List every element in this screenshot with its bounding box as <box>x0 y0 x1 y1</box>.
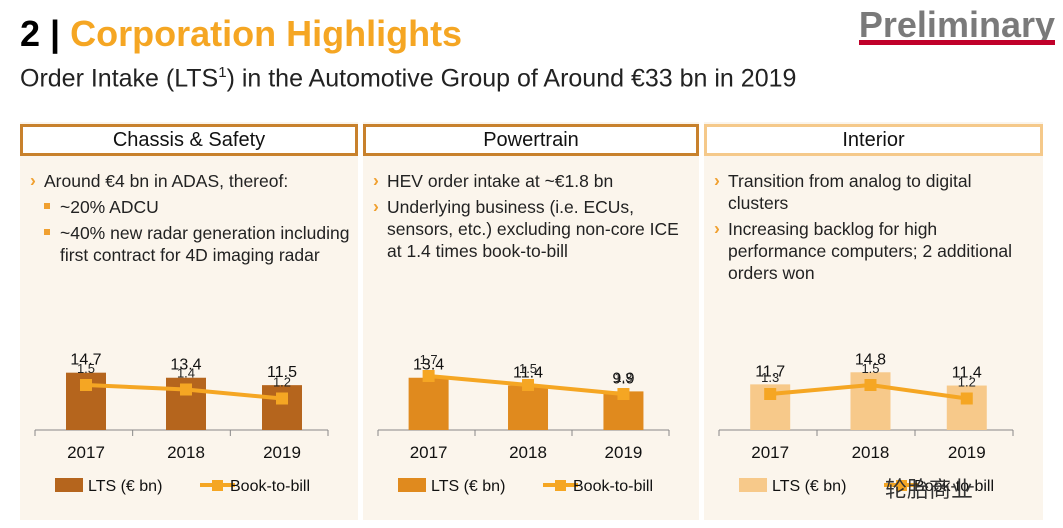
legend-btb-label: Book-to-bill <box>914 478 994 495</box>
panel-bullets-interior: Transition from analog to digital cluste… <box>714 169 1036 288</box>
book-to-bill-label: 1.2 <box>958 375 976 390</box>
panel-title-interior: Interior <box>704 124 1043 156</box>
legend-lts-swatch <box>398 478 426 492</box>
category-label: 2019 <box>263 443 301 462</box>
legend-lts-swatch <box>739 478 767 492</box>
subtitle-footnote: 1 <box>218 64 227 81</box>
book-to-bill-label: 1.3 <box>614 370 632 385</box>
page-title: 2 | Corporation Highlights <box>20 14 462 54</box>
preliminary-stamp: Preliminary <box>858 4 1055 45</box>
preliminary-underline <box>859 40 1055 45</box>
legend-btb-label: Book-to-bill <box>573 478 653 495</box>
legend-lts-swatch <box>55 478 83 492</box>
category-label: 2017 <box>410 443 448 462</box>
bar <box>946 385 987 430</box>
category-label: 2018 <box>509 443 547 462</box>
book-to-bill-label: 1.5 <box>77 361 95 376</box>
category-label: 2018 <box>852 443 890 462</box>
book-to-bill-point <box>180 383 192 396</box>
book-to-bill-label: 1.2 <box>273 375 291 390</box>
bar-value-label: 13.4 <box>413 357 444 374</box>
title-number: 2 | <box>20 13 61 54</box>
book-to-bill-label: 1.3 <box>761 370 779 385</box>
panel-bullets-chassis-safety: Around €4 bn in ADAS, thereof: ~20% ADCU… <box>30 169 350 270</box>
panel-bullets-powertrain: HEV order intake at ~€1.8 bn Underlying … <box>373 169 691 266</box>
bar-value-label: 9.9 <box>612 370 634 387</box>
title-text: Corporation Highlights <box>70 13 463 54</box>
legend-btb-marker <box>212 480 223 491</box>
bullet-item: Underlying business (i.e. ECUs, sensors,… <box>373 195 691 262</box>
book-to-bill-label: 1.5 <box>519 361 537 376</box>
bar-value-label: 13.4 <box>170 357 201 374</box>
subtitle-pre: Order Intake (LTS <box>20 64 219 93</box>
bar-value-label: 11.4 <box>952 365 982 382</box>
panel-title-powertrain: Powertrain <box>363 124 699 156</box>
book-to-bill-point <box>960 392 973 405</box>
bar-value-label: 11.5 <box>267 364 297 381</box>
book-to-bill-point <box>276 392 288 405</box>
panel-title-chassis-safety: Chassis & Safety <box>20 124 358 156</box>
bar <box>508 385 549 430</box>
sub-bullet-item: ~40% new radar generation including firs… <box>30 222 350 266</box>
bar <box>262 385 302 430</box>
bar-value-label: 14.8 <box>855 351 886 368</box>
category-label: 2017 <box>67 443 105 462</box>
category-label: 2018 <box>167 443 205 462</box>
book-to-bill-point <box>422 370 435 382</box>
chart-powertrain: 13.41.7 2017 11.41.5 2018 9.91.3 2019 LTS (€ b… <box>377 352 670 495</box>
book-to-bill-point <box>617 388 630 400</box>
book-to-bill-label: 1.5 <box>861 361 879 376</box>
legend-btb-label: Book-to-bill <box>230 478 310 495</box>
bar-value-label: 11.4 <box>513 365 543 382</box>
bullet-item: Transition from analog to digital cluste… <box>714 169 1036 214</box>
bar-value-label: 11.7 <box>755 363 785 380</box>
legend-lts-label: LTS (€ bn) <box>431 478 505 495</box>
bullet-item: HEV order intake at ~€1.8 bn <box>373 169 691 192</box>
category-label: 2019 <box>948 443 986 462</box>
chart-interior: 11.71.3 2017 14.81.5 2018 11.41.2 2019 LTS (€ … <box>718 351 1014 495</box>
book-to-bill-point <box>864 379 877 391</box>
legend-btb-marker <box>896 480 907 491</box>
subtitle-post: ) in the Automotive Group of Around €33 … <box>226 64 797 93</box>
legend-btb-marker <box>555 480 566 491</box>
legend-lts-label: LTS (€ bn) <box>772 478 846 495</box>
legend-lts-label: LTS (€ bn) <box>88 478 162 495</box>
book-to-bill-label: 1.4 <box>177 366 195 381</box>
page-subtitle: Order Intake (LTS1) in the Automotive Gr… <box>20 58 796 93</box>
bar <box>408 377 449 430</box>
bar-value-label: 14.7 <box>70 352 101 369</box>
bullet-item: Around €4 bn in ADAS, thereof: <box>30 169 350 192</box>
book-to-bill-label: 1.7 <box>420 352 438 367</box>
book-to-bill-point <box>522 379 535 391</box>
category-label: 2019 <box>605 443 643 462</box>
watermark-text: 轮胎商业 <box>885 477 974 502</box>
category-label: 2017 <box>751 443 789 462</box>
book-to-bill-point <box>764 388 777 400</box>
bullet-item: Increasing backlog for high performance … <box>714 217 1036 284</box>
chart-chassis-safety: 14.71.5 2017 13.41.4 2018 11.51.2 2019 LTS (€ … <box>34 352 329 495</box>
book-to-bill-point <box>80 379 92 391</box>
sub-bullet-item: ~20% ADCU <box>30 196 350 218</box>
